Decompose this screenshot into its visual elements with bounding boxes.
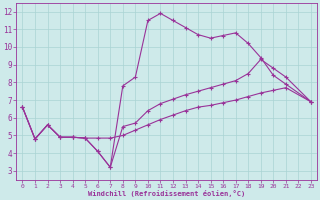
X-axis label: Windchill (Refroidissement éolien,°C): Windchill (Refroidissement éolien,°C) — [88, 190, 245, 197]
